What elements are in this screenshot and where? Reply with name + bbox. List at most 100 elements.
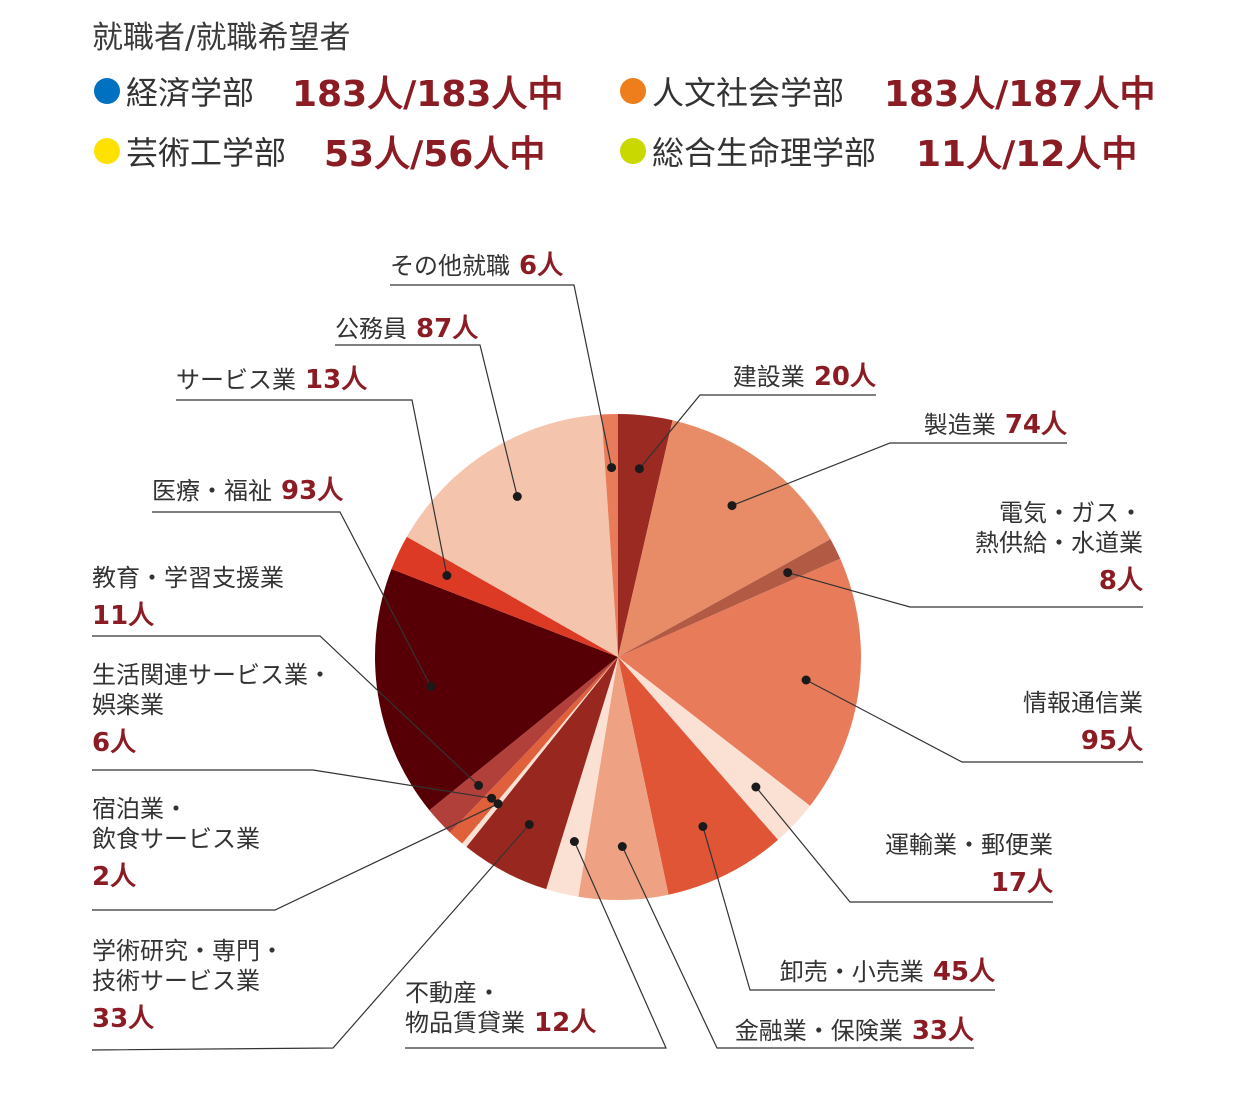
leader-dot [512,492,522,501]
leader-line [805,679,1143,763]
leader-dot [617,842,627,851]
leader-dot [426,681,436,691]
leader-line [702,826,995,991]
slice-label-text: 技術サービス業 [92,967,260,995]
slice-label-text: 娯楽業 [92,691,164,719]
legend-name: 芸術工学部 [126,134,287,172]
slice-label: その他就職 6人 [390,251,563,281]
leader-line [621,846,974,1049]
leader-line [335,344,518,497]
legend-name: 人文社会学部 [652,74,845,112]
pie-slice [618,539,841,657]
slice-label: 教育・学習支援業 11人 [92,563,284,631]
pie-slice [462,657,618,847]
slice-label: 情報通信業 95人 [1023,688,1143,756]
legend-name: 総合生命理学部 [652,134,877,172]
leader-line [152,511,432,687]
leader-line [92,769,492,799]
pie-slice [466,657,618,890]
leader-dot [487,793,497,803]
pie-slice [601,414,618,657]
legend-dot [620,138,646,164]
leader-dot [607,463,617,473]
slice-count: 13人 [296,365,368,395]
pie-slice [578,657,669,900]
slice-label-text: 金融業・保険業 33人 [734,1016,974,1046]
slice-label-text: 飲食サービス業 [92,825,260,853]
slice-count: 8人 [1098,566,1143,596]
pie-slice [406,414,618,657]
slice-label-text: サービス業 13人 [176,365,368,395]
slice-label: 生活関連サービス業・ 娯楽業 6人 [92,660,332,758]
slice-count: 2人 [92,862,137,892]
leader-dot [751,782,761,792]
slice-label: サービス業 13人 [176,365,367,395]
legend-item-humanities: 人文社会学部 183人/187人中 [620,68,1155,115]
slice-count: 6人 [92,728,137,758]
slice-label: 電気・ガス・ 熱供給・水道業 8人 [975,498,1143,596]
slice-label: 不動産・ 物品賃貸業 12人 [405,978,596,1038]
leader-line [405,841,667,1049]
leader-line [755,786,1053,903]
legend-dot [94,138,120,164]
slice-count: 95人 [1080,726,1143,756]
slice-label-text: 不動産・ [405,979,501,1007]
slice-label: 建設業 20人 [733,362,876,392]
slice-label-text: 宿泊業・ [92,795,188,823]
slice-label-text: 物品賃貸業 12人 [405,1008,597,1038]
leader-dot [493,799,503,809]
leader-dot [634,464,644,474]
slice-label-text: 公務員 87人 [335,314,479,344]
slice-count: 45人 [923,957,995,987]
leader-dot [569,837,579,846]
leader-line [787,572,1143,608]
chart-title: 就職者/就職希望者 [92,20,351,56]
slice-label: 学術研究・専門・ 技術サービス業 33人 [92,936,284,1034]
slice-label: 卸売・小売業 45人 [780,957,995,987]
slice-label: 医療・福祉 93人 [152,476,343,506]
pie-slice [546,657,618,897]
slice-label-text: 医療・福祉 93人 [152,476,344,506]
leader-line [390,284,613,468]
pie-slice [618,414,673,657]
slice-label-text: その他就職 6人 [390,251,564,281]
slice-label-text: 教育・学習支援業 [92,564,284,592]
slice-count: 93人 [272,476,344,506]
legend-count: 11人/12人中 [916,134,1138,175]
slice-count: 20人 [804,362,876,392]
slice-label: 製造業 74人 [924,410,1067,440]
slice-label: 金融業・保険業 33人 [735,1016,974,1046]
leader-dot [801,675,811,685]
leader-line [92,635,480,786]
slice-label-text: 建設業 20人 [732,362,876,392]
slice-count: 74人 [995,410,1067,440]
slice-label-text: 生活関連サービス業・ [92,661,332,689]
slice-label: 運輸業・郵便業 17人 [885,830,1053,898]
slice-count: 11人 [92,601,155,631]
legend-count: 183人/187人中 [884,74,1156,115]
leader-dot [474,780,484,790]
leader-line [92,803,499,911]
pie-slice [618,558,861,806]
legend-item-arts-engineering: 芸術工学部 53人/56人中 [94,128,545,175]
legend-dot [94,78,120,104]
slice-count: 6人 [510,251,564,281]
leader-line [91,824,530,1051]
pie-slice [618,420,831,657]
legend-count: 53人/56人中 [324,134,546,175]
leader-dot [727,501,737,511]
slice-label: 公務員 87人 [335,314,478,344]
pie-slice [391,536,618,657]
legend-item-economics: 経済学部 183人/183人中 [94,68,563,115]
leader-dot [698,822,708,831]
leader-line [638,394,876,470]
slice-count: 33人 [902,1016,974,1046]
leader-line [731,442,1067,507]
legend-item-life-science: 総合生命理学部 11人/12人中 [620,128,1137,175]
slice-label-text: 情報通信業 [1023,689,1143,717]
slice-count: 17人 [990,868,1053,898]
slice-label-text: 学術研究・専門・ [92,937,284,965]
leader-dot [524,820,534,829]
slice-count: 87人 [407,314,479,344]
